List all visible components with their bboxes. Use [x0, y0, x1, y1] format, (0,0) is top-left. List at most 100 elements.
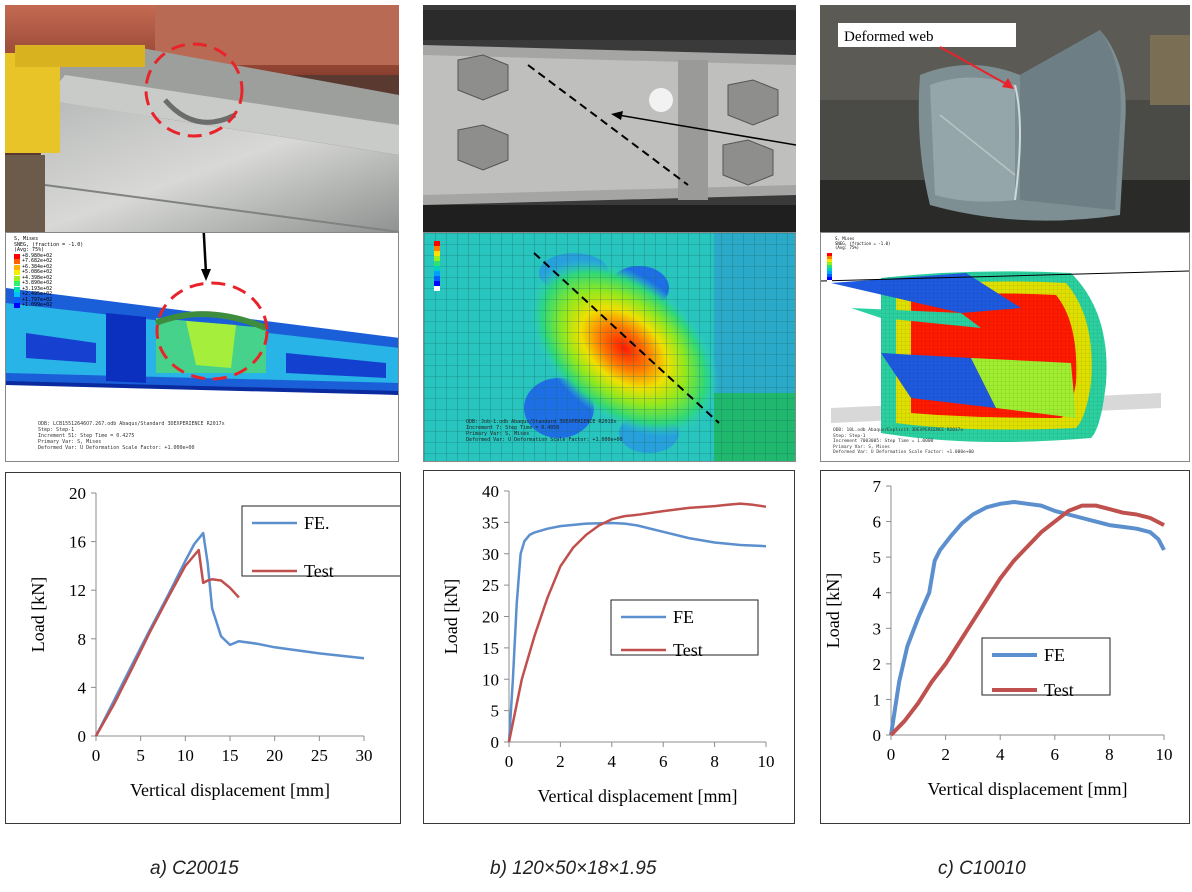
fea-footer-line: Deformed Var: U Deformation Scale Factor…	[466, 437, 623, 443]
fea-footer-line: ODB: LCB15512646O7.267.odb Abaqus/Standa…	[38, 421, 225, 427]
test-photo-c20015-art	[5, 5, 399, 232]
legend-label: Test	[1044, 680, 1074, 700]
series-line-test	[94, 548, 240, 737]
fea-footer-line: Increment 51: Step Time = 0.4275	[38, 433, 135, 439]
fe-model-c20015-art	[6, 233, 398, 395]
x-tick-label: 4	[996, 745, 1005, 764]
fe-model-120x50x18x1.95: ODB: Job-1.odb Abaqus/Standard 3DEXPERIE…	[423, 232, 796, 462]
fea-legend-swatch	[14, 259, 20, 265]
fea-legend-title-a: S, Mises SNEG, (fraction = -1.0) (Avg: 7…	[14, 236, 84, 253]
y-tick-label: 8	[78, 630, 87, 649]
x-tick-label: 25	[311, 746, 328, 765]
fea-legend-rows-a: +8.980e+02 +7.682e+02 +6.384e+02 +5.086e+02…	[14, 252, 83, 309]
buckle-line	[527, 64, 689, 186]
fe-model-c-art	[821, 253, 1189, 442]
fea-legend-value: +4.398e+02	[22, 274, 53, 281]
fea-legend-row: +5.086e+02	[14, 269, 83, 276]
correlation-arrow	[202, 233, 208, 274]
fea-legend-swatch	[14, 303, 20, 309]
fea-legend-swatch	[14, 275, 20, 281]
y-tick-label: 30	[482, 545, 499, 564]
fe-model-c10010: S, Mises SNEG, (fraction = -1.0) (Avg: 7…	[820, 232, 1190, 462]
x-axis-title: Vertical displacement [mm]	[928, 779, 1128, 799]
fea-legend-swatch	[14, 253, 20, 259]
legend-box	[610, 599, 759, 656]
caption-a: a) C20015	[150, 858, 239, 879]
fea-footer-line: Deformed Var: U Deformation Scale Factor…	[833, 450, 974, 455]
fea-legend-row: +2.495e+02	[14, 291, 83, 298]
fea-legend-row: +6.384e+02	[14, 263, 83, 271]
fea-legend-row: +7.682e+02	[14, 258, 83, 265]
fea-legend-value: +2.495e+02	[22, 291, 53, 297]
y-axis-title: Load [kN]	[441, 579, 461, 654]
y-axis-title: Load [kN]	[823, 573, 843, 648]
chart-c20015-svg: 0 5 10 15 20 25 30 0 4 8 12 16 20 Vertical displaceme…	[28, 484, 400, 800]
fea-legend-row: +1.099e+02	[14, 302, 83, 309]
y-tick-label: 40	[482, 482, 499, 501]
legend-label: FE.	[304, 513, 330, 533]
x-tick-label: 30	[356, 746, 373, 765]
fea-legend-value: +5.086e+02	[22, 269, 53, 275]
fea-legend-swatch	[14, 292, 20, 298]
y-tick-label: 10	[482, 670, 499, 689]
legend-label: Test	[304, 561, 334, 581]
fea-legend-row: +1.797e+02	[14, 296, 83, 304]
x-tick-label: 6	[659, 752, 668, 771]
chart-c10010: 0 2 4 6 8 10 0 1 2 3 4 5 6 7 Vertical displacement [mm…	[820, 470, 1190, 824]
x-tick-label: 10	[177, 746, 194, 765]
caption-b: b) 120×50×18×1.95	[490, 858, 657, 879]
test-photo-c20015	[5, 5, 399, 232]
series-line-fe	[507, 521, 767, 743]
fea-legend-value: +6.384e+02	[22, 263, 53, 270]
legend-label: FE	[1044, 645, 1065, 665]
y-tick-label: 0	[873, 726, 882, 745]
x-tick-label: 8	[710, 752, 719, 771]
y-tick-label: 0	[491, 733, 500, 752]
fe-model-c20015: S, Mises SNEG, (fraction = -1.0) (Avg: 7…	[5, 232, 399, 462]
x-tick-label: 0	[92, 746, 101, 765]
y-tick-label: 0	[78, 727, 87, 746]
x-tick-label: 2	[941, 745, 950, 764]
y-tick-label: 3	[873, 619, 882, 638]
y-tick-label: 15	[482, 639, 499, 658]
fea-footer-a: ODB: LCB15512646O7.267.odb Abaqus/Standa…	[38, 421, 225, 451]
fea-footer-line: ODB: Job-1.odb Abaqus/Standard 3DEXPERIE…	[466, 419, 617, 425]
x-tick-label: 20	[266, 746, 283, 765]
legend-box	[981, 637, 1111, 696]
y-tick-label: 4	[873, 584, 882, 603]
fea-footer-line: Primary Var: S, Mises	[833, 444, 890, 450]
y-tick-label: 12	[69, 581, 86, 600]
series-line-fe	[889, 500, 1166, 736]
fea-legend-value: +1.797e+02	[22, 296, 53, 303]
fea-footer-line: Deformed Var: U Deformation Scale Factor…	[38, 445, 195, 451]
fea-legend-swatch	[14, 270, 20, 276]
test-photo-c-art: Deformed web	[820, 5, 1190, 232]
y-axis-title: Load [kN]	[28, 577, 48, 652]
fea-legend-a: S, Mises SNEG, (fraction = -1.0) (Avg: 7…	[14, 236, 84, 309]
x-tick-label: 4	[608, 752, 617, 771]
fea-legend-c: S, Mises SNEG, (fraction = -1.0) (Avg: 7…	[835, 236, 890, 251]
fea-legend-swatch	[14, 297, 20, 303]
x-tick-label: 5	[136, 746, 145, 765]
x-axis-title: Vertical displacement [mm]	[130, 780, 330, 800]
fea-footer-line: Primary Var: S, Mises	[38, 439, 102, 445]
fea-legend-row: +4.398e+02	[14, 274, 83, 282]
y-tick-label: 7	[873, 477, 882, 496]
fea-legend-row: +8.980e+02	[14, 252, 83, 260]
y-tick-label: 25	[482, 576, 499, 595]
y-tick-label: 35	[482, 513, 499, 532]
x-tick-label: 15	[222, 746, 239, 765]
y-tick-label: 2	[873, 655, 882, 674]
deformed-web-arrow	[939, 46, 1009, 86]
chart-120x50x18x1.95: 0 2 4 6 8 10 0 5 10 15 20 25 30 35 40 Vertical displace…	[423, 470, 795, 824]
y-tick-label: 5	[873, 548, 882, 567]
x-tick-label: 6	[1051, 745, 1060, 764]
fea-legend-value: +8.980e+02	[22, 252, 53, 259]
test-photo-c10010: Deformed web	[820, 5, 1190, 232]
x-tick-label: 10	[1156, 745, 1173, 764]
fea-legend-swatch	[14, 286, 20, 292]
test-photo-120x50x18x1.95	[423, 5, 796, 232]
fea-footer-b: ODB: Job-1.odb Abaqus/Standard 3DEXPERIE…	[466, 419, 623, 443]
fea-footer-line: Increment 7003005: Step Time = 1.0000	[833, 439, 934, 444]
deformation-highlight-circle	[144, 42, 244, 138]
